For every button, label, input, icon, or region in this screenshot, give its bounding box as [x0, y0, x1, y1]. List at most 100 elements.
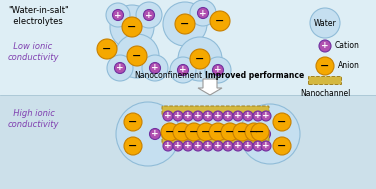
- Text: −: −: [128, 141, 138, 151]
- Text: +: +: [151, 129, 159, 139]
- Text: +: +: [145, 11, 153, 19]
- Circle shape: [144, 9, 155, 20]
- Text: −: −: [237, 127, 247, 137]
- Circle shape: [240, 104, 300, 164]
- Text: +: +: [262, 112, 270, 121]
- Circle shape: [233, 141, 243, 151]
- Circle shape: [253, 141, 263, 151]
- Text: +: +: [214, 142, 222, 150]
- Circle shape: [310, 8, 340, 38]
- Circle shape: [261, 141, 271, 151]
- Circle shape: [193, 111, 203, 121]
- Circle shape: [193, 141, 203, 151]
- Bar: [0, 95, 376, 189]
- Text: +: +: [254, 142, 262, 150]
- Text: +: +: [244, 112, 252, 121]
- Circle shape: [273, 113, 291, 131]
- Text: −: −: [255, 127, 265, 137]
- Text: +: +: [194, 112, 202, 121]
- Text: −: −: [249, 127, 259, 137]
- Text: +: +: [199, 9, 207, 18]
- Circle shape: [163, 141, 173, 151]
- Circle shape: [209, 123, 227, 141]
- Circle shape: [116, 102, 180, 166]
- Circle shape: [223, 111, 233, 121]
- Circle shape: [251, 123, 269, 141]
- Circle shape: [183, 141, 193, 151]
- Text: +: +: [234, 112, 242, 121]
- Circle shape: [150, 63, 161, 74]
- Circle shape: [213, 111, 223, 121]
- FancyBboxPatch shape: [162, 134, 269, 144]
- Circle shape: [197, 8, 209, 19]
- Text: +: +: [174, 112, 182, 121]
- Text: −: −: [177, 127, 187, 137]
- Circle shape: [245, 123, 263, 141]
- FancyBboxPatch shape: [308, 77, 341, 84]
- Text: Low ionic
conductivity: Low ionic conductivity: [8, 42, 59, 62]
- Text: +: +: [261, 129, 269, 139]
- Circle shape: [319, 40, 331, 52]
- Circle shape: [243, 111, 253, 121]
- Text: Anion: Anion: [338, 61, 360, 70]
- Circle shape: [233, 111, 243, 121]
- Text: +: +: [204, 142, 212, 150]
- Circle shape: [161, 123, 179, 141]
- Text: Water: Water: [314, 19, 337, 28]
- Circle shape: [122, 17, 142, 37]
- Text: −: −: [213, 127, 223, 137]
- Text: Nanochannel: Nanochannel: [300, 88, 350, 98]
- Circle shape: [173, 111, 183, 121]
- Text: +: +: [151, 64, 159, 73]
- Text: +: +: [116, 64, 124, 73]
- Circle shape: [316, 57, 334, 75]
- Text: −: −: [128, 117, 138, 127]
- Circle shape: [253, 111, 263, 121]
- Circle shape: [197, 123, 215, 141]
- Text: Cation: Cation: [335, 42, 360, 50]
- Text: +: +: [234, 142, 242, 150]
- Text: +: +: [214, 66, 222, 74]
- Text: +: +: [194, 142, 202, 150]
- Text: −: −: [320, 61, 330, 71]
- Circle shape: [233, 123, 251, 141]
- Text: +: +: [254, 112, 262, 121]
- Circle shape: [97, 39, 117, 59]
- Circle shape: [213, 141, 223, 151]
- Circle shape: [177, 64, 188, 75]
- Circle shape: [190, 49, 210, 69]
- Text: "Water-in-salt"
  electrolytes: "Water-in-salt" electrolytes: [8, 6, 69, 26]
- Circle shape: [203, 111, 213, 121]
- Circle shape: [212, 64, 223, 75]
- Text: +: +: [184, 112, 192, 121]
- Text: +: +: [114, 11, 122, 19]
- Text: −: −: [102, 44, 112, 54]
- Text: High ionic
conductivity: High ionic conductivity: [8, 109, 59, 129]
- Circle shape: [183, 111, 193, 121]
- Circle shape: [259, 129, 270, 139]
- Circle shape: [173, 123, 191, 141]
- Circle shape: [136, 2, 162, 28]
- Bar: [0, 0, 376, 95]
- Circle shape: [190, 0, 216, 26]
- Circle shape: [124, 113, 142, 131]
- Text: −: −: [277, 117, 287, 127]
- Circle shape: [150, 129, 161, 139]
- Circle shape: [173, 141, 183, 151]
- Text: −: −: [127, 22, 137, 32]
- Text: +: +: [174, 142, 182, 150]
- Circle shape: [110, 5, 154, 49]
- Circle shape: [175, 14, 195, 34]
- Text: +: +: [321, 42, 329, 50]
- Circle shape: [115, 34, 159, 78]
- Circle shape: [170, 57, 196, 83]
- Text: −: −: [201, 127, 211, 137]
- Text: +: +: [164, 142, 172, 150]
- Text: −: −: [189, 127, 199, 137]
- Text: −: −: [180, 19, 190, 29]
- Text: Nanoconfinement: Nanoconfinement: [134, 71, 202, 81]
- Text: +: +: [179, 66, 187, 74]
- Circle shape: [178, 37, 222, 81]
- Circle shape: [163, 111, 173, 121]
- Text: −: −: [132, 51, 142, 61]
